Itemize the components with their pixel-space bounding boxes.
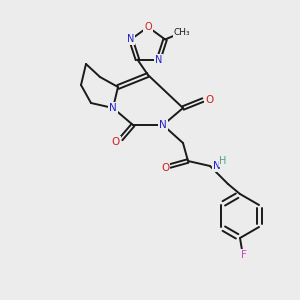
Text: H: H [219,156,227,166]
Text: CH₃: CH₃ [174,28,190,37]
Text: N: N [213,161,221,171]
Text: N: N [127,34,135,44]
Text: O: O [205,95,213,105]
Text: N: N [155,55,162,64]
Text: O: O [144,22,152,32]
Text: O: O [161,163,169,173]
Text: N: N [159,120,167,130]
Text: N: N [109,103,117,113]
Text: O: O [112,137,120,147]
Text: F: F [241,250,247,260]
